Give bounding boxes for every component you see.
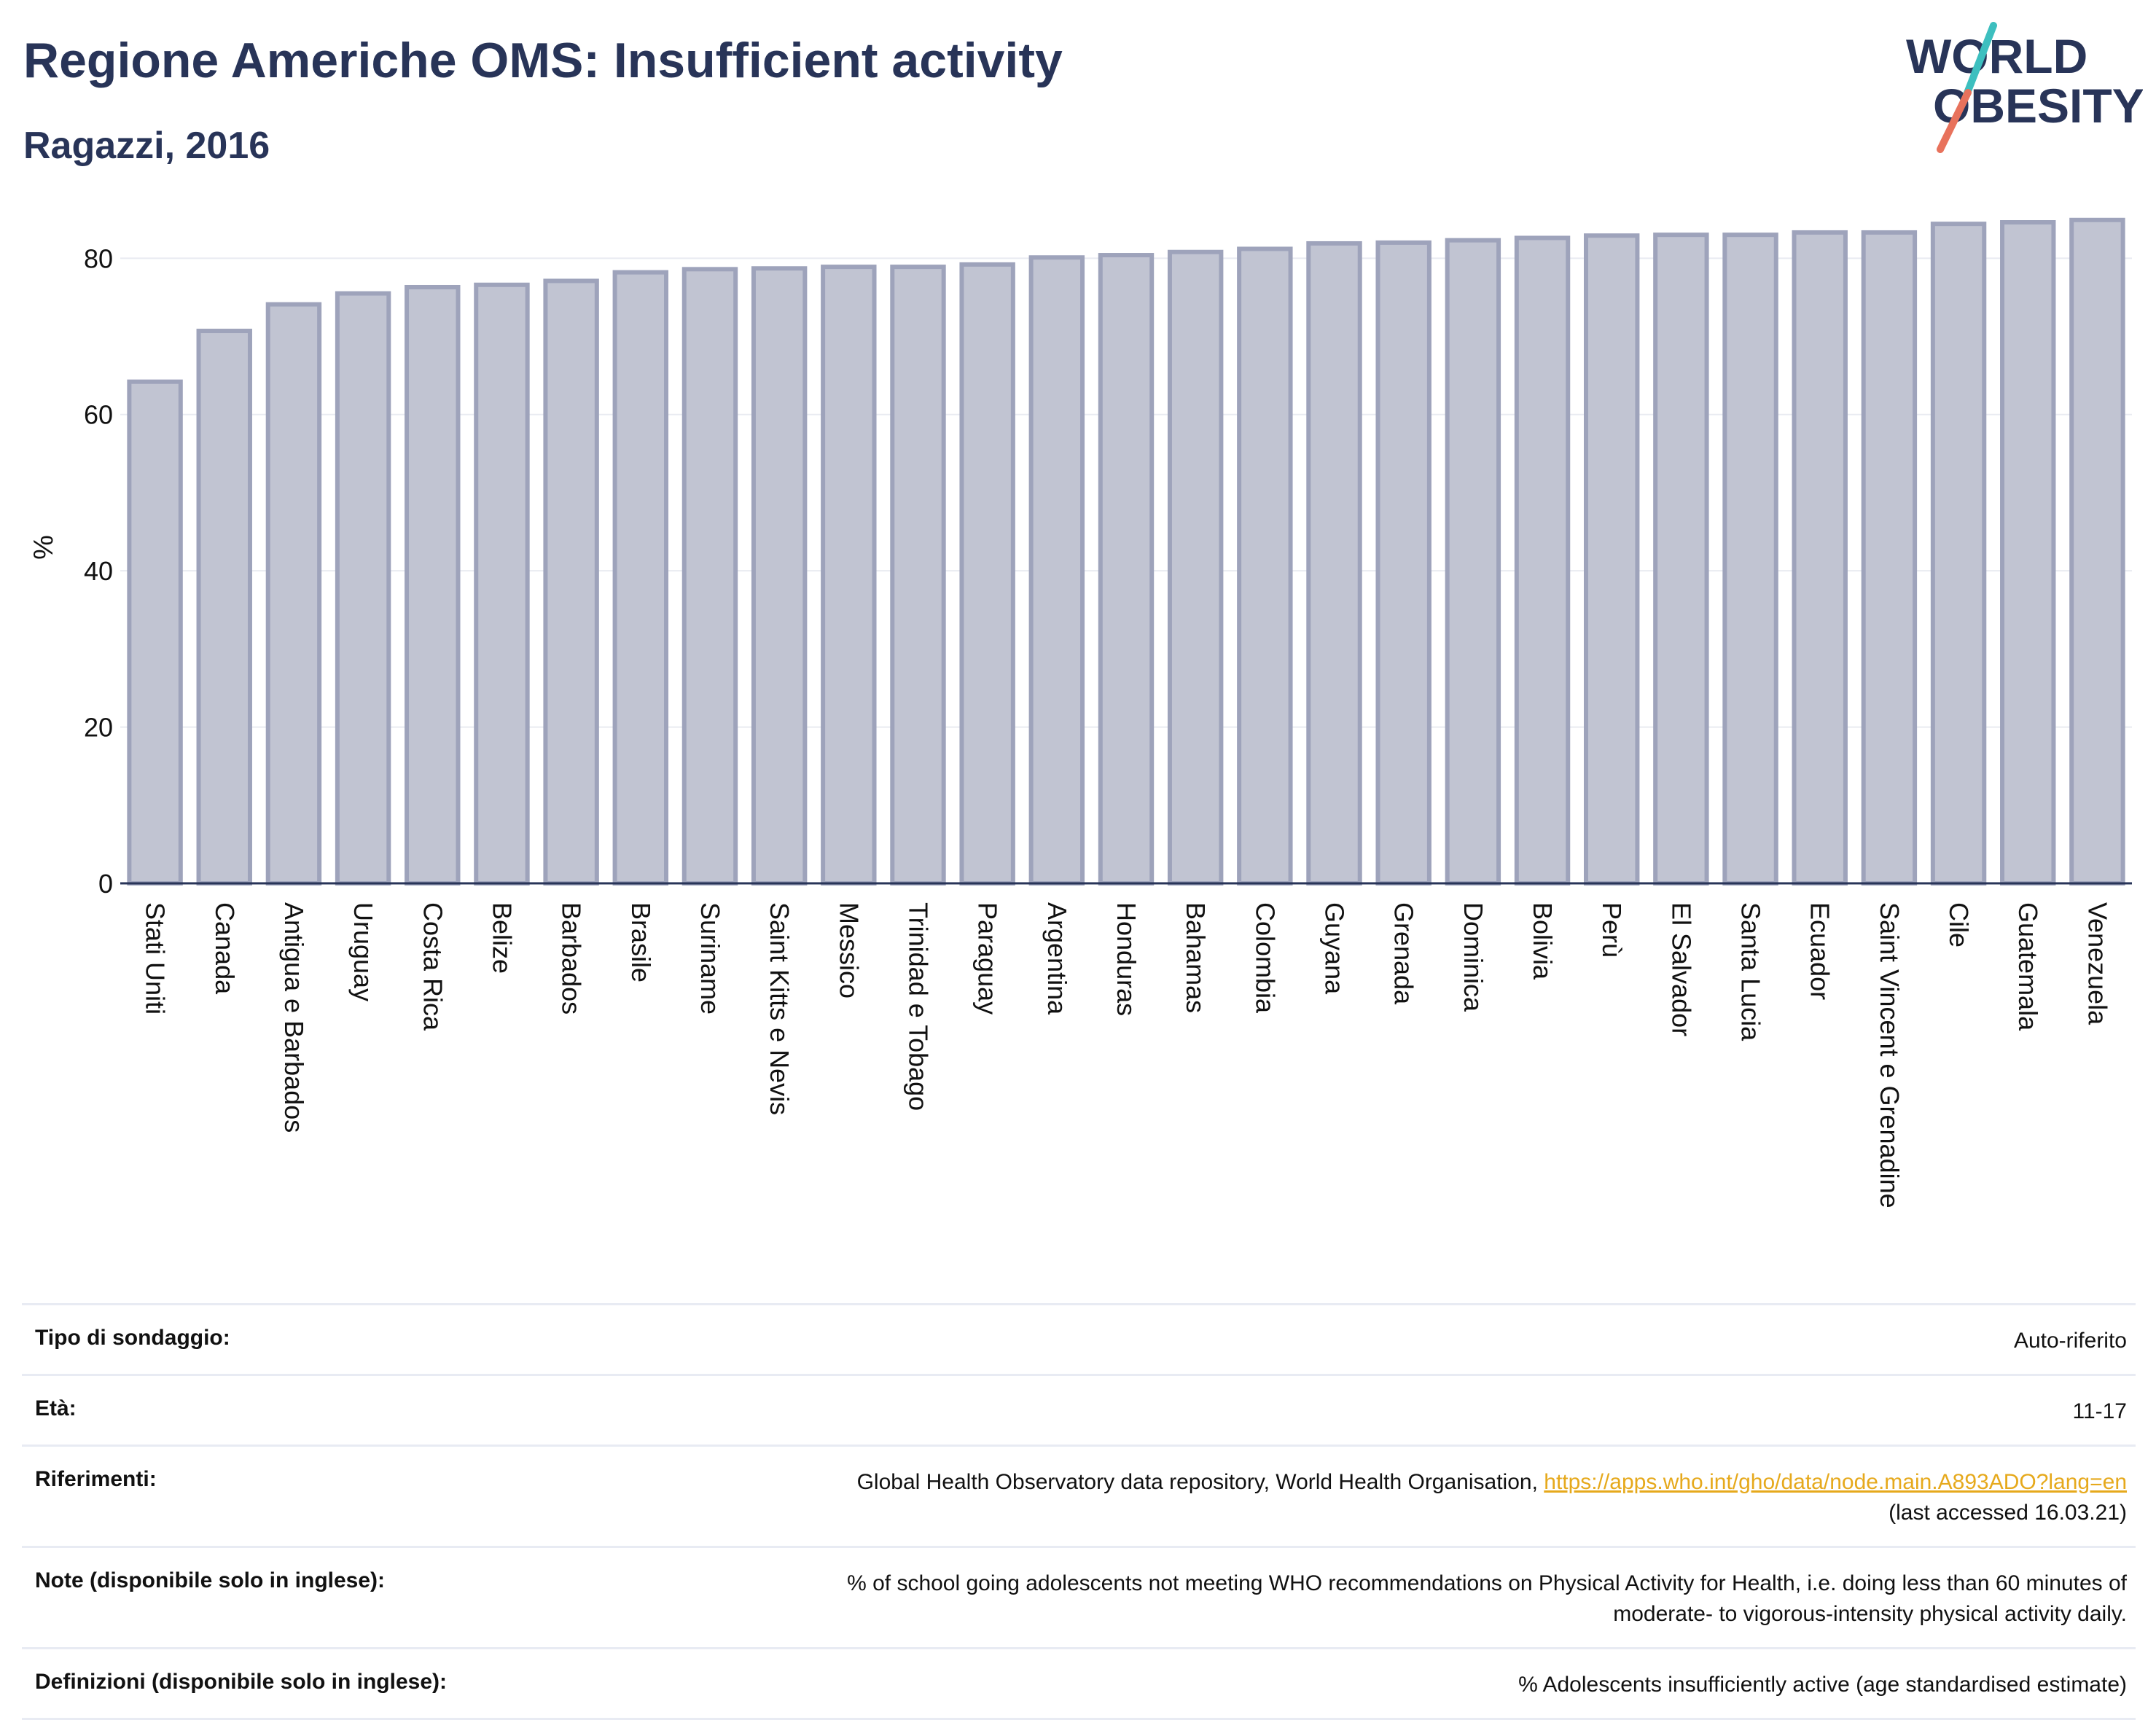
x-tick-label: Antigua e Barbados [279, 902, 309, 1133]
bar [1375, 240, 1432, 886]
bar [2000, 220, 2056, 886]
x-tick-label: Grenada [1389, 902, 1419, 1005]
references-text: Global Health Observatory data repositor… [856, 1470, 1538, 1494]
survey-type-label: Tipo di sondaggio: [35, 1326, 230, 1350]
bar [405, 284, 461, 886]
definitions-label: Definizioni (disponibile solo in inglese… [35, 1670, 448, 1694]
x-tick-label: Cile [1944, 902, 1974, 947]
bar [127, 379, 183, 886]
bar [474, 282, 530, 886]
x-tick-label: Stati Uniti [141, 902, 171, 1015]
x-tick-label: Saint Kitts e Nevis [765, 902, 794, 1115]
notes-line-2: moderate- to vigorous-intensity physical… [1613, 1602, 2127, 1626]
bar [543, 278, 599, 886]
notes-value: % of school going adolescents not meetin… [847, 1568, 2127, 1630]
x-tick-label: Perù [1597, 902, 1627, 958]
x-tick-label: Venezuela [2082, 902, 2112, 1025]
metadata-table: Tipo di sondaggio: Auto-riferito Età: 11… [22, 1303, 2136, 1720]
bar [265, 302, 322, 886]
bar [751, 266, 808, 886]
notes-label: Note (disponibile solo in inglese): [35, 1568, 386, 1592]
x-tick-label: Bolivia [1528, 902, 1558, 980]
page-subtitle: Ragazzi, 2016 [23, 125, 270, 167]
x-tick-label: Messico [834, 902, 864, 998]
logo-line-world: WORLD [1906, 29, 2087, 83]
y-tick-label: 20 [84, 713, 113, 743]
x-tick-label: Barbados [557, 902, 587, 1015]
survey-type-value: Auto-riferito [2013, 1329, 2127, 1353]
meta-row-notes: Note (disponibile solo in inglese): % of… [22, 1546, 2136, 1647]
bar [1583, 233, 1640, 886]
world-obesity-logo: WORLD OBESITY [1906, 22, 2143, 153]
bar [612, 270, 669, 886]
x-tick-label: Ecuador [1805, 902, 1835, 1000]
bar [681, 267, 738, 886]
bar [1514, 235, 1571, 886]
bar [196, 329, 252, 886]
x-tick-label: Paraguay [973, 902, 1003, 1015]
meta-row-age: Età: 11-17 [22, 1374, 2136, 1445]
x-tick-label: Guatemala [2013, 902, 2043, 1031]
bar [1792, 230, 1848, 886]
references-accessed: (last accessed 16.03.21) [1889, 1501, 2127, 1525]
bar [1098, 253, 1155, 886]
x-tick-label: Uruguay [348, 902, 378, 1001]
bar [1167, 249, 1224, 886]
meta-row-references: Riferimenti: Global Health Observatory d… [22, 1445, 2136, 1546]
x-tick-label: El Salvador [1666, 902, 1696, 1036]
x-tick-label: Bahamas [1181, 902, 1211, 1013]
references-link[interactable]: https://apps.who.int/gho/data/node.main.… [1544, 1470, 2127, 1494]
age-value: 11-17 [2072, 1399, 2127, 1423]
bars [127, 217, 2125, 886]
x-tick-labels: Stati Uniti Canada Antigua e Barbados Urugu… [141, 902, 2113, 1208]
page-title: Regione Americhe OMS: Insufficient activ… [23, 33, 1063, 88]
y-tick-label: 0 [98, 869, 113, 899]
y-tick-labels: 0 20 40 60 80 [84, 243, 113, 899]
x-tick-label: Dominica [1458, 902, 1488, 1012]
bar [1237, 246, 1293, 886]
age-label: Età: [35, 1396, 77, 1420]
bar [1930, 222, 1987, 886]
x-tick-label: Argentina [1042, 902, 1072, 1015]
bar [1445, 238, 1501, 886]
x-tick-label: Suriname [695, 902, 725, 1015]
meta-row-survey: Tipo di sondaggio: Auto-riferito [22, 1303, 2136, 1374]
meta-row-definitions: Definizioni (disponibile solo in inglese… [22, 1647, 2136, 1720]
bar [1306, 241, 1362, 886]
x-tick-label: Santa Lucia [1736, 902, 1766, 1041]
bar [890, 265, 946, 886]
references-value: Global Health Observatory data repositor… [857, 1467, 2127, 1528]
bar [1653, 232, 1709, 886]
bar [1722, 232, 1778, 886]
x-tick-label: Trinidad e Tobago [903, 902, 933, 1111]
y-tick-label: 60 [84, 400, 113, 430]
bar-chart: 0 20 40 60 80 Stati Uniti Canada Antigua e Bar… [28, 217, 2132, 1208]
bar [959, 262, 1015, 886]
y-tick-label: 80 [84, 243, 113, 273]
x-tick-label: Saint Vincent e Grenadine [1875, 902, 1905, 1208]
x-tick-label: Canada [210, 902, 240, 995]
bar [821, 265, 877, 886]
logo-slash-top [1963, 22, 1997, 98]
logo-slash-bottom [1937, 89, 1972, 153]
bar [335, 291, 391, 886]
x-tick-label: Brasile [626, 902, 656, 982]
references-label: Riferimenti: [35, 1467, 157, 1491]
x-tick-label: Belize [487, 902, 517, 974]
x-tick-label: Costa Rica [418, 902, 448, 1031]
y-tick-label: 40 [84, 556, 113, 586]
x-tick-label: Guyana [1320, 902, 1350, 995]
bar [2069, 217, 2125, 886]
y-axis-label: % [28, 535, 59, 560]
x-tick-label: Honduras [1112, 902, 1141, 1016]
bar [1028, 255, 1085, 886]
x-tick-label: Colombia [1250, 902, 1280, 1014]
notes-line-1: % of school going adolescents not meetin… [847, 1571, 2127, 1595]
bar [1861, 230, 1918, 886]
definitions-value: % Adolescents insufficiently active (age… [1518, 1673, 2127, 1697]
